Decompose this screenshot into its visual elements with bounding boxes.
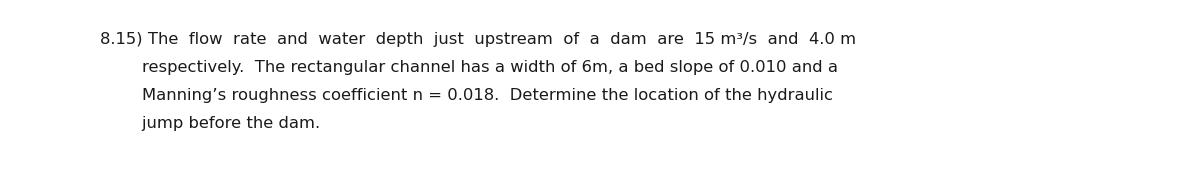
Text: Manning’s roughness coefficient n = 0.018.  Determine the location of the hydrau: Manning’s roughness coefficient n = 0.01…	[100, 88, 833, 103]
Text: jump before the dam.: jump before the dam.	[100, 116, 320, 131]
Text: 8.15) The  flow  rate  and  water  depth  just  upstream  of  a  dam  are  15 m³: 8.15) The flow rate and water depth just…	[100, 32, 856, 47]
Text: respectively.  The rectangular channel has a width of 6m, a bed slope of 0.010 a: respectively. The rectangular channel ha…	[100, 60, 838, 75]
